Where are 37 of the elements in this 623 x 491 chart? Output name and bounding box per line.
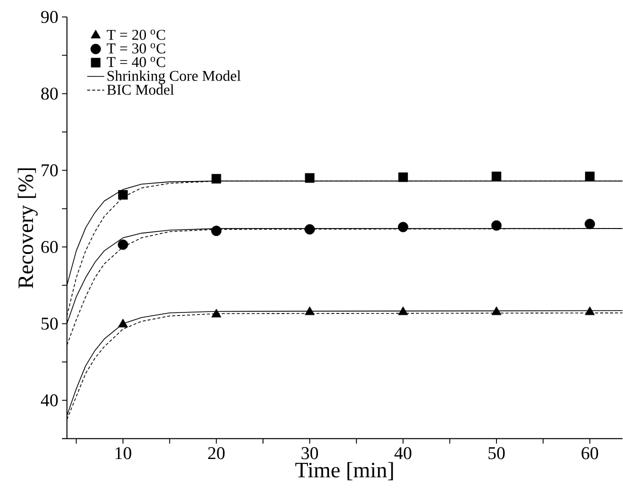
point [492, 172, 502, 182]
point [304, 173, 314, 183]
legend-label: T = 30 $^{o}$C [106, 43, 166, 54]
legend-label: Shrinking Core Model [108, 70, 241, 84]
y-tick-label: 70 [42, 164, 58, 177]
x-tick-label: 50 [488, 447, 505, 460]
point [585, 172, 595, 182]
point [212, 174, 222, 184]
y-axis-title: Recovery [%] [18, 168, 38, 288]
point [118, 318, 128, 328]
x-tick-label: 40 [394, 447, 412, 460]
point [584, 219, 595, 230]
point [304, 224, 315, 235]
y-tick-label: 80 [41, 88, 58, 100]
x-tick-label: 20 [208, 447, 225, 460]
x-axis-title: Time [min] [295, 462, 393, 480]
point [118, 190, 128, 200]
y-tick-label: 40 [40, 394, 58, 407]
point [211, 308, 222, 318]
point [211, 226, 222, 236]
y-tick-label: 90 [41, 11, 58, 24]
y-tick-label: 50 [42, 318, 58, 330]
legend-label: BIC Model [107, 84, 174, 95]
point [492, 306, 502, 316]
point [398, 306, 408, 316]
point [491, 220, 502, 231]
y-tick-label: 60 [41, 241, 58, 254]
point [398, 222, 408, 232]
point [398, 172, 408, 182]
point [584, 306, 595, 316]
x-tick-label: 60 [582, 447, 598, 460]
point [118, 240, 128, 250]
x-tick-label: 10 [116, 447, 132, 460]
legend-label: T = 40 $^{o}$C [106, 57, 166, 68]
point [304, 306, 315, 316]
x-tick-label: 30 [302, 447, 318, 460]
legend-label: T = 20 $^{o}$C [106, 30, 166, 40]
